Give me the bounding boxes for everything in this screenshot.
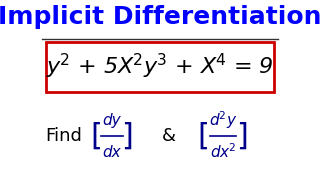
Text: [: [ (197, 122, 210, 151)
Text: dx$^2$: dx$^2$ (210, 143, 236, 161)
Text: d$^2$y: d$^2$y (209, 109, 237, 131)
Text: y$^2$ + 5X$^2$y$^3$ + X$^4$ = 9: y$^2$ + 5X$^2$y$^3$ + X$^4$ = 9 (46, 51, 274, 81)
Text: ]: ] (236, 122, 248, 151)
Text: dy: dy (102, 113, 121, 128)
Text: &: & (162, 127, 175, 145)
Text: Implicit Differentiation: Implicit Differentiation (0, 5, 320, 29)
Text: [: [ (90, 122, 102, 151)
Text: ]: ] (121, 122, 133, 151)
Text: Find: Find (45, 127, 82, 145)
Text: dx: dx (102, 145, 121, 159)
FancyBboxPatch shape (46, 42, 274, 92)
